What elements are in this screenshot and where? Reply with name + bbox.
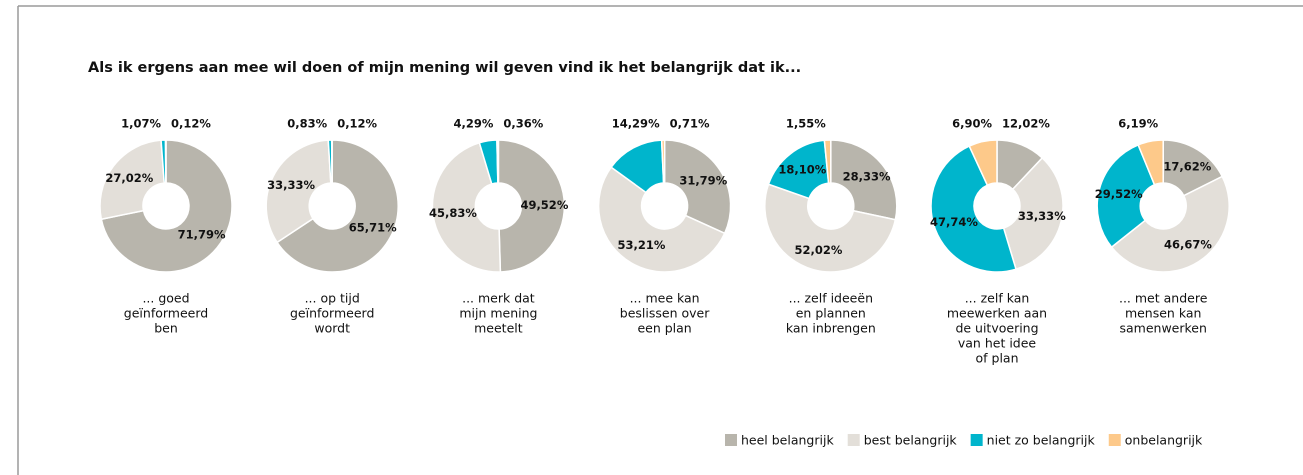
value-label: 33,33% — [1018, 209, 1066, 223]
category-label: ... goed — [142, 291, 189, 306]
donut-slice — [1096, 143, 1156, 249]
legend-label: heel belangrijk — [741, 433, 834, 448]
value-label: 33,33% — [267, 178, 315, 192]
value-label: 31,79% — [679, 174, 727, 188]
value-label: 1,07% — [121, 117, 161, 131]
donut-slice — [99, 139, 166, 221]
value-label: 46,67% — [1164, 237, 1212, 251]
value-label: 0,83% — [287, 117, 327, 131]
donut-slice — [100, 139, 233, 273]
category-label: meetelt — [474, 321, 523, 336]
donut-slice — [431, 141, 502, 273]
value-label: 53,21% — [617, 238, 665, 252]
value-label: 4,29% — [453, 117, 493, 131]
donut-slice — [496, 139, 500, 184]
donut-slice — [597, 166, 726, 273]
value-label: 1,55% — [786, 117, 826, 131]
category-label: ben — [154, 321, 178, 336]
category-label: de uitvoering — [955, 321, 1038, 336]
donut-slice — [767, 139, 830, 200]
value-label: 0,12% — [337, 117, 377, 131]
donut-slice — [830, 139, 898, 221]
category-label: geïnformeerd — [124, 306, 208, 321]
category-label: en plannen — [796, 306, 866, 321]
donut-slice — [1002, 156, 1064, 271]
chart-title: Als ik ergens aan mee wil doen of mijn m… — [88, 60, 801, 76]
donut-slice — [660, 139, 666, 184]
value-label: 0,36% — [503, 117, 543, 131]
legend-label: niet zo belangrijk — [987, 433, 1096, 448]
legend-swatch — [970, 434, 983, 446]
value-label: 0,12% — [171, 117, 211, 131]
value-label: 6,90% — [952, 117, 992, 131]
value-label: 18,10% — [778, 162, 826, 176]
legend-swatch — [847, 434, 860, 446]
legend-label: best belangrijk — [864, 433, 958, 448]
donut-slice — [968, 139, 998, 187]
category-label: mensen kan — [1125, 306, 1202, 321]
value-label: 52,02% — [794, 243, 842, 257]
category-label: ... zelf kan — [965, 291, 1030, 306]
category-label: ... met andere — [1119, 291, 1208, 306]
value-label: 45,83% — [429, 206, 477, 220]
donut-slice — [823, 139, 832, 184]
category-label: of plan — [975, 351, 1018, 366]
value-label: 6,19% — [1118, 117, 1158, 131]
value-label: 12,02% — [1002, 117, 1050, 131]
category-label: beslissen over — [620, 306, 710, 321]
value-label: 0,71% — [670, 117, 710, 131]
donut-slice — [265, 139, 332, 244]
category-label: een plan — [637, 321, 691, 336]
value-label: 29,52% — [1095, 187, 1143, 201]
legend-label: onbelangrijk — [1125, 433, 1203, 448]
legend-swatch — [725, 434, 737, 446]
category-label: ... merk dat — [462, 291, 535, 306]
category-label: ... op tijd — [305, 291, 360, 306]
category-label: samenwerken — [1119, 321, 1206, 336]
value-label: 47,74% — [930, 215, 978, 229]
category-label: kan inbrengen — [786, 321, 876, 336]
category-label: wordt — [314, 321, 350, 336]
donut-slice — [764, 183, 897, 273]
legend-swatch — [1108, 434, 1121, 446]
donut-slice — [663, 139, 732, 235]
category-label: van het idee — [958, 336, 1037, 351]
donut-slice — [1137, 139, 1164, 186]
value-label: 65,71% — [349, 220, 397, 234]
value-label: 28,33% — [843, 170, 891, 184]
donut-slice — [497, 139, 566, 273]
value-label: 71,79% — [178, 228, 226, 242]
value-label: 49,52% — [520, 198, 568, 212]
value-label: 14,29% — [612, 117, 660, 131]
value-label: 17,62% — [1163, 159, 1211, 173]
category-label: ... mee kan — [630, 291, 700, 306]
category-label: ... zelf ideeën — [789, 291, 873, 306]
donut-slice — [276, 139, 399, 273]
category-label: meewerken aan — [947, 306, 1047, 321]
category-label: mijn mening — [459, 306, 537, 321]
value-label: 27,02% — [105, 171, 153, 185]
donut-slice — [1110, 175, 1230, 273]
category-label: geïnformeerd — [290, 306, 374, 321]
donut-slice — [930, 145, 1017, 273]
